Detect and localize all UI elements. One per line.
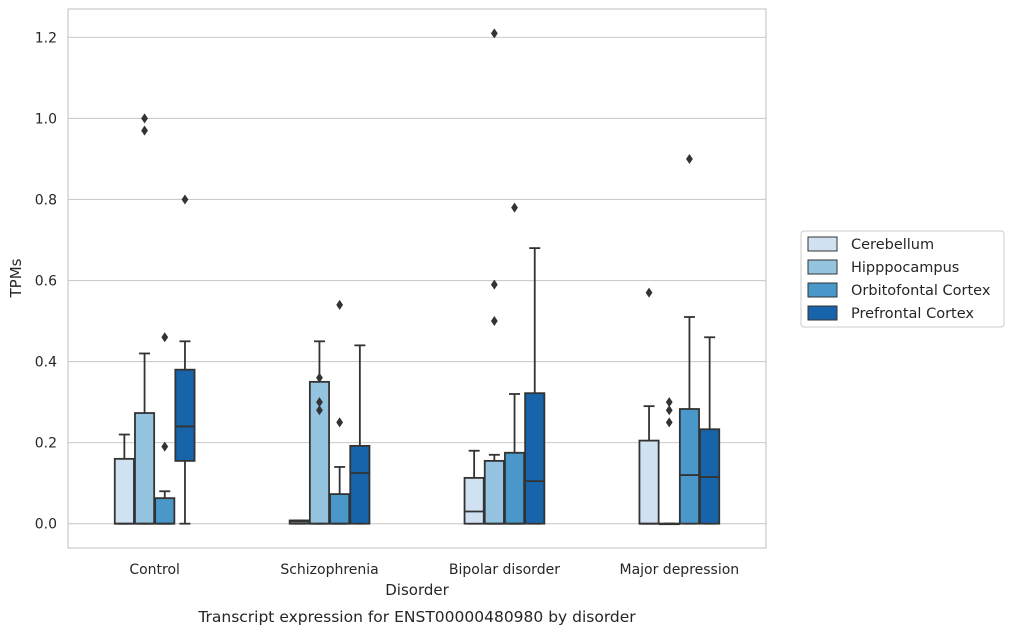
box-orbitofontal-cortex (504, 202, 526, 525)
x-tick-label: Schizophrenia (280, 562, 378, 578)
box-cerebellum (463, 449, 485, 525)
box-iqr (174, 368, 196, 462)
legend-swatch (807, 259, 838, 275)
chart-caption: Transcript expression for ENST0000048098… (197, 608, 636, 626)
legend-swatch (807, 305, 838, 321)
legend-frame (800, 230, 1005, 328)
y-tick-label: 0.0 (35, 517, 57, 533)
x-tick-label: Major depression (619, 562, 739, 578)
outlier-point (686, 153, 693, 164)
box-iqr (678, 408, 700, 525)
boxes-layer (113, 28, 721, 526)
legend-label: Hipppocampus (851, 260, 959, 276)
box-iqr (483, 459, 505, 525)
outlier-point (336, 417, 344, 428)
y-axis-title: TPMs (7, 258, 25, 298)
box-cerebellum (113, 433, 135, 525)
outlier-point (511, 202, 518, 213)
outlier-point (665, 417, 673, 428)
box-hipppocampus (308, 340, 330, 525)
y-tick-label: 0.4 (35, 355, 57, 371)
box-orbitofontal-cortex (678, 153, 700, 525)
box-cerebellum (638, 287, 660, 525)
outlier-point (336, 299, 344, 310)
outlier-point (316, 397, 323, 408)
box-orbitofontal-cortex (329, 299, 351, 525)
y-tick-label: 1.2 (35, 30, 57, 46)
outlier-point (665, 405, 673, 416)
box-hipppocampus (658, 397, 680, 526)
outlier-point (141, 113, 148, 124)
legend-label: Cerebellum (851, 237, 934, 253)
box-orbitofontal-cortex (154, 332, 176, 525)
box-prefrontal-cortex (349, 344, 371, 525)
box-hipppocampus (483, 28, 505, 525)
outlier-point (161, 441, 169, 452)
box-iqr (154, 497, 176, 525)
y-tick-label: 0.2 (35, 436, 57, 452)
y-axis-ticks: 0.0 0.2 0.4 0.6 0.8 1.0 1.2 (35, 30, 57, 532)
box-iqr (504, 451, 526, 525)
legend-label: Prefrontal Cortex (851, 306, 974, 322)
outlier-point (181, 194, 189, 205)
x-tick-label: Bipolar disorder (449, 562, 560, 578)
gridlines (68, 36, 766, 525)
legend-label: Orbitofontal Cortex (851, 283, 991, 299)
box-prefrontal-cortex (524, 247, 546, 525)
outlier-point (645, 287, 653, 298)
y-tick-label: 0.6 (35, 274, 57, 290)
box-prefrontal-cortex (174, 194, 196, 525)
x-tick-label: Control (129, 562, 180, 578)
y-tick-label: 1.0 (35, 111, 57, 127)
outlier-point (490, 28, 498, 39)
box-iqr (113, 457, 135, 525)
x-axis-title: Disorder (385, 581, 449, 599)
y-tick-label: 0.8 (35, 192, 57, 208)
outlier-point (665, 397, 673, 408)
box-iqr (329, 493, 351, 525)
box-iqr (349, 444, 371, 525)
outlier-point (141, 125, 148, 136)
legend-swatch (807, 282, 838, 298)
legend: Cerebellum Hipppocampus Orbitofontal Corte… (800, 230, 1005, 328)
outlier-point (490, 279, 498, 290)
outlier-point (316, 372, 323, 383)
box-cerebellum (288, 519, 310, 525)
x-axis-ticks: Control Schizophrenia Bipolar disorder Majo… (129, 562, 739, 578)
outlier-point (161, 332, 169, 343)
plot-frame (67, 8, 767, 549)
box-iqr (638, 439, 660, 525)
box-prefrontal-cortex (699, 336, 721, 525)
outlier-point (490, 316, 498, 327)
box-iqr (134, 412, 156, 525)
outlier-point (316, 405, 323, 416)
legend-swatch (807, 236, 838, 252)
box-hipppocampus (134, 113, 156, 525)
box-iqr (524, 392, 546, 525)
box-iqr (463, 476, 485, 525)
